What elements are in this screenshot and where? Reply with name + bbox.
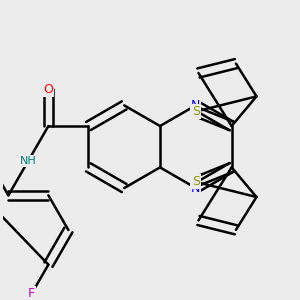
- Text: N: N: [191, 182, 200, 195]
- Text: NH: NH: [20, 156, 37, 166]
- Text: S: S: [192, 176, 200, 188]
- Text: S: S: [192, 105, 200, 118]
- Text: N: N: [191, 99, 200, 112]
- Text: F: F: [28, 287, 35, 300]
- Text: O: O: [44, 83, 53, 96]
